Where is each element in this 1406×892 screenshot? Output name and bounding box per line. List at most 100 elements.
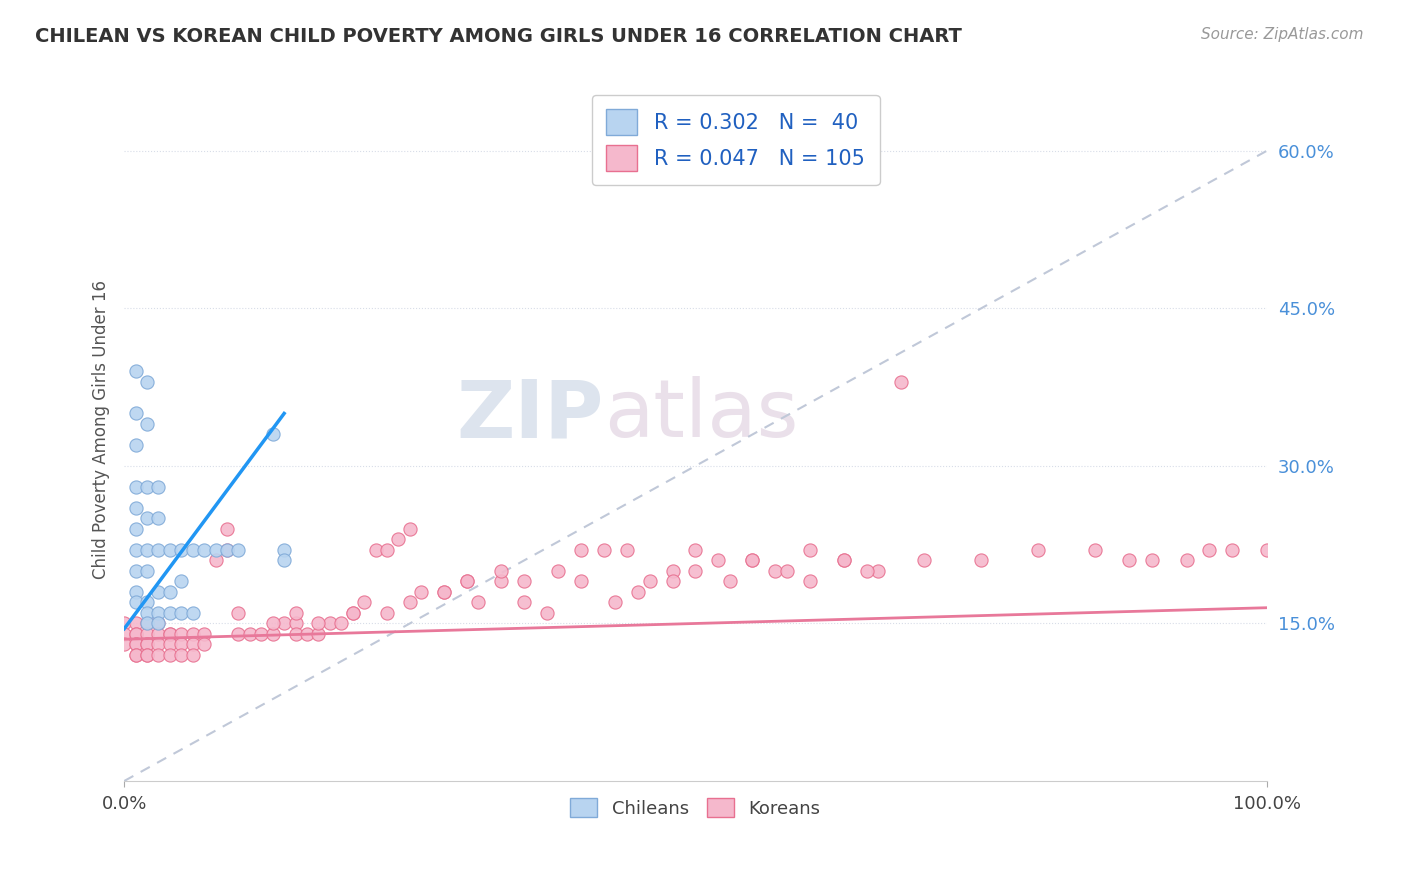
Point xyxy=(799,543,821,558)
Point xyxy=(204,553,226,567)
Point xyxy=(250,627,273,641)
Point xyxy=(159,543,181,558)
Point xyxy=(136,638,159,652)
Point xyxy=(569,574,592,589)
Point xyxy=(375,543,398,558)
Point xyxy=(215,522,238,536)
Point xyxy=(124,638,146,652)
Point xyxy=(1256,543,1278,558)
Point xyxy=(124,564,146,578)
Point xyxy=(148,606,170,620)
Point xyxy=(638,574,661,589)
Point xyxy=(364,543,387,558)
Point xyxy=(799,574,821,589)
Point xyxy=(398,522,420,536)
Point xyxy=(1084,543,1107,558)
Point xyxy=(170,606,193,620)
Point xyxy=(489,564,512,578)
Point xyxy=(741,553,763,567)
Point xyxy=(685,564,707,578)
Point xyxy=(215,543,238,558)
Point xyxy=(1220,543,1243,558)
Point xyxy=(832,553,855,567)
Point xyxy=(112,616,135,631)
Point xyxy=(148,648,170,662)
Point xyxy=(148,616,170,631)
Point xyxy=(228,543,250,558)
Point xyxy=(159,648,181,662)
Point xyxy=(741,553,763,567)
Y-axis label: Child Poverty Among Girls Under 16: Child Poverty Among Girls Under 16 xyxy=(93,280,110,579)
Point xyxy=(136,480,159,494)
Point xyxy=(124,595,146,609)
Point xyxy=(868,564,890,578)
Point xyxy=(307,616,329,631)
Point xyxy=(136,616,159,631)
Point xyxy=(855,564,877,578)
Point xyxy=(148,511,170,525)
Point xyxy=(181,543,204,558)
Point xyxy=(136,627,159,641)
Point xyxy=(342,606,364,620)
Point xyxy=(970,553,993,567)
Point xyxy=(124,627,146,641)
Point xyxy=(148,543,170,558)
Point xyxy=(159,627,181,641)
Point xyxy=(707,553,730,567)
Point xyxy=(547,564,569,578)
Point xyxy=(387,533,409,547)
Point xyxy=(353,595,375,609)
Point xyxy=(148,585,170,599)
Point xyxy=(124,438,146,452)
Point xyxy=(136,543,159,558)
Point xyxy=(136,648,159,662)
Point xyxy=(661,564,683,578)
Point xyxy=(136,606,159,620)
Point xyxy=(763,564,786,578)
Point xyxy=(112,627,135,641)
Point xyxy=(284,606,307,620)
Text: ZIP: ZIP xyxy=(457,376,605,454)
Point xyxy=(215,543,238,558)
Point xyxy=(513,595,536,609)
Text: Source: ZipAtlas.com: Source: ZipAtlas.com xyxy=(1201,27,1364,42)
Point xyxy=(124,648,146,662)
Point xyxy=(159,585,181,599)
Point xyxy=(170,648,193,662)
Point xyxy=(124,543,146,558)
Point xyxy=(159,627,181,641)
Point xyxy=(204,543,226,558)
Point xyxy=(398,595,420,609)
Point xyxy=(569,543,592,558)
Point xyxy=(262,616,284,631)
Point xyxy=(273,553,295,567)
Point xyxy=(124,480,146,494)
Point xyxy=(239,627,262,641)
Point xyxy=(433,585,456,599)
Point xyxy=(136,417,159,431)
Point xyxy=(776,564,799,578)
Point xyxy=(433,585,456,599)
Point xyxy=(307,627,329,641)
Point xyxy=(136,564,159,578)
Text: atlas: atlas xyxy=(605,376,799,454)
Point xyxy=(273,543,295,558)
Point xyxy=(228,606,250,620)
Point xyxy=(148,638,170,652)
Legend: Chileans, Koreans: Chileans, Koreans xyxy=(562,791,828,825)
Point xyxy=(262,627,284,641)
Point xyxy=(456,574,478,589)
Point xyxy=(124,585,146,599)
Point xyxy=(342,606,364,620)
Point xyxy=(513,574,536,589)
Point xyxy=(616,543,638,558)
Point xyxy=(1175,553,1198,567)
Point xyxy=(295,627,318,641)
Point xyxy=(912,553,935,567)
Point xyxy=(136,648,159,662)
Point xyxy=(661,574,683,589)
Point xyxy=(262,427,284,442)
Point xyxy=(456,574,478,589)
Point xyxy=(170,543,193,558)
Point xyxy=(181,606,204,620)
